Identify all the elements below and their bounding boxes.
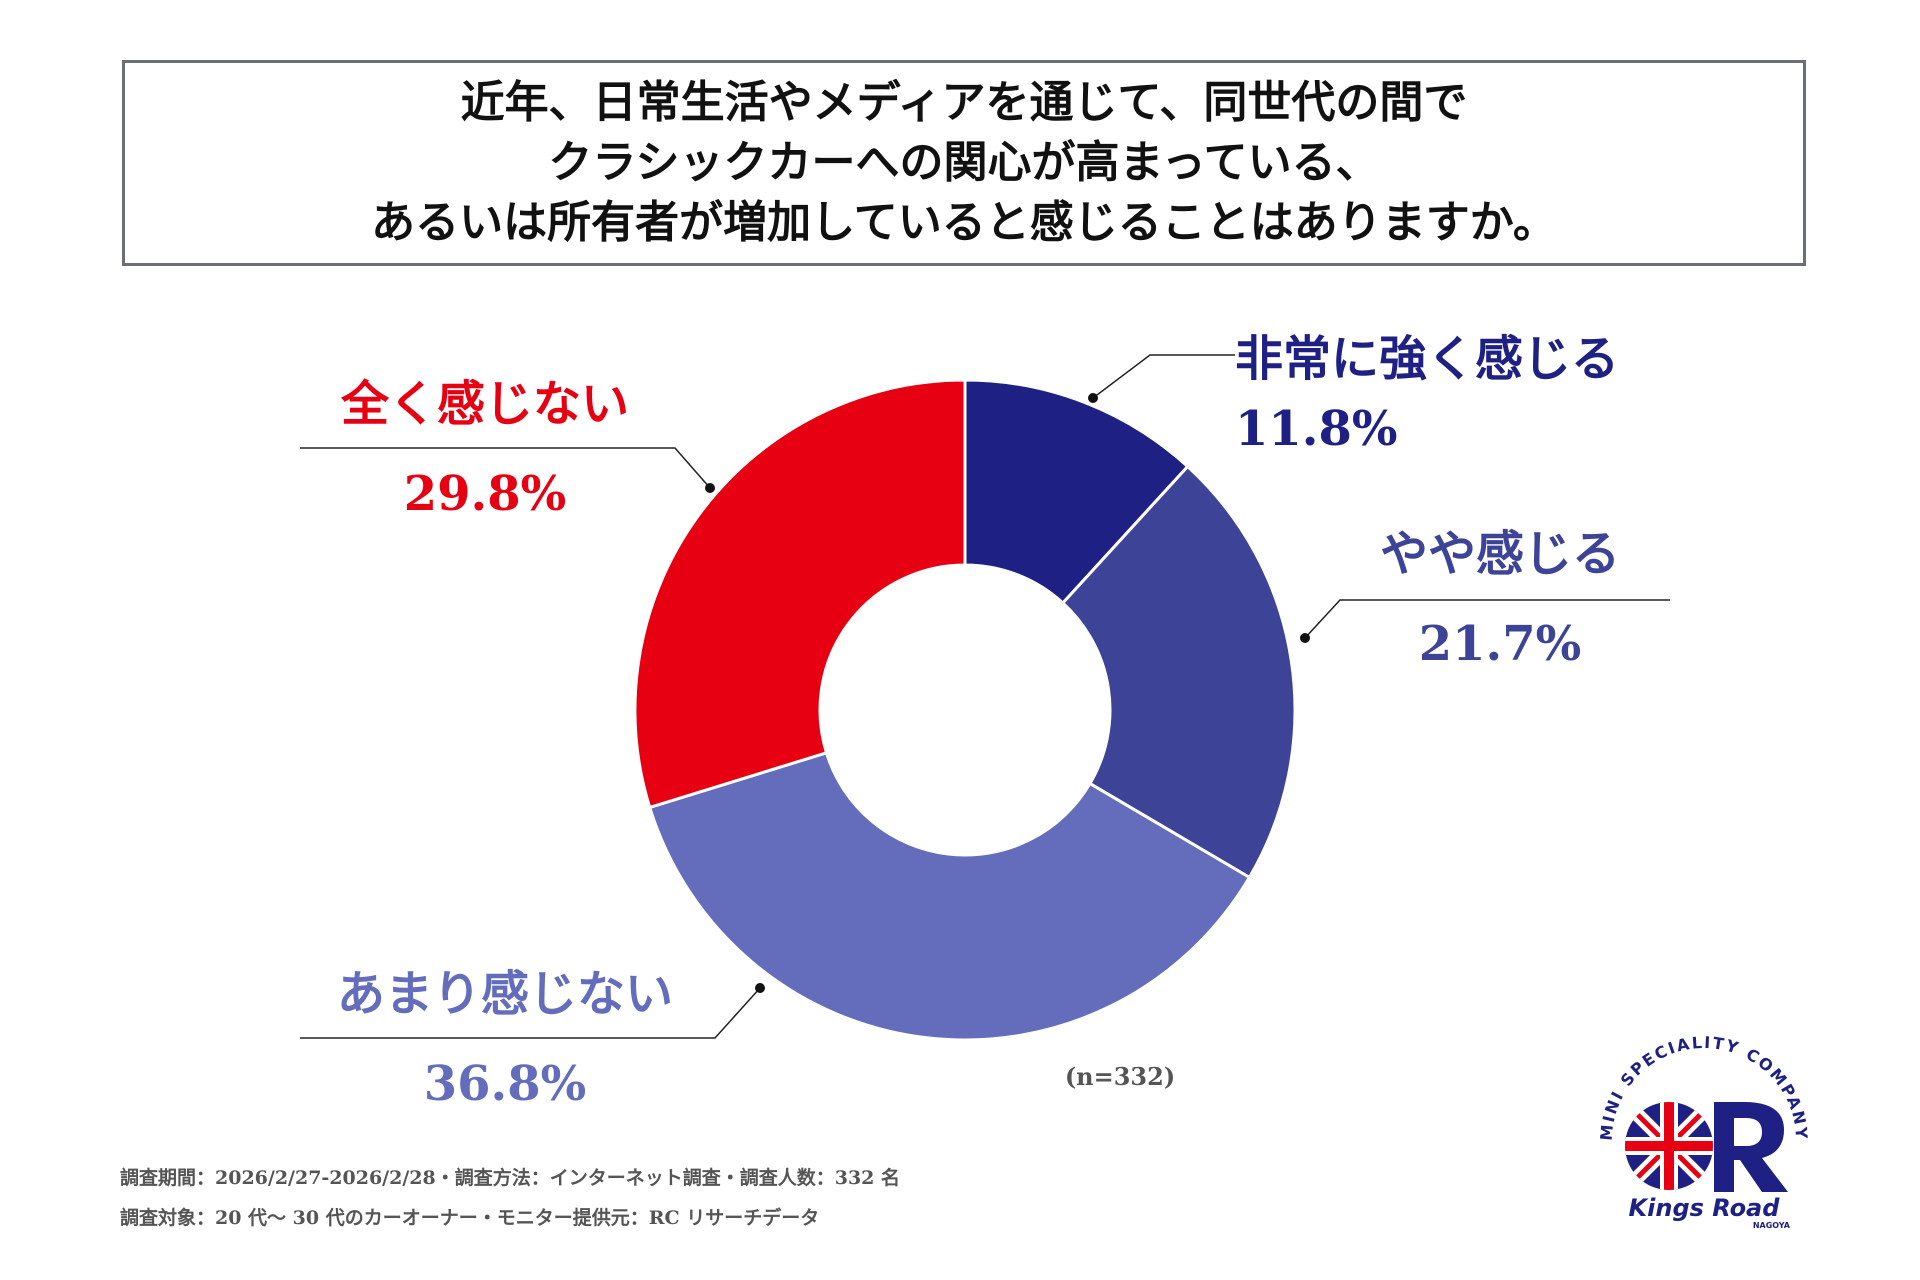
union-jack-icon xyxy=(1625,1102,1713,1190)
leader-very-strongly-feel-dot xyxy=(1088,393,1098,403)
label-very-strongly-feel: 非常に強く感じる xyxy=(1235,331,1619,387)
kings-road-logo: MINI SPECIALITY COMPANY Kings Road NAGOY… xyxy=(1597,1033,1810,1230)
leader-not-at-all-dot xyxy=(705,483,715,493)
footnote-survey-target: 調査対象：20 代〜 30 代のカーオーナー・モニター提供元：RC リサーチデー… xyxy=(120,1207,820,1229)
value-somewhat-feel: 21.7% xyxy=(1419,616,1582,672)
slice-very-strongly-feel xyxy=(963,378,1190,606)
logo-sub: NAGOYA xyxy=(1753,1221,1791,1230)
value-not-really-feel: 36.8% xyxy=(424,1056,587,1112)
footnote-survey-period: 調査期間：2026/2/27-2026/2/28・調査方法：インターネット調査・… xyxy=(120,1167,901,1189)
logo-r-mark xyxy=(1714,1102,1788,1192)
leader-not-at-all xyxy=(300,447,711,489)
label-not-at-all: 全く感じない xyxy=(340,376,629,432)
sample-size: (n=332) xyxy=(1065,1062,1175,1091)
slice-not-at-all xyxy=(633,378,967,810)
leader-not-really-feel xyxy=(300,987,761,1039)
question-title-box: 近年、日常生活やメディアを通じて、同世代の間で クラシックカーへの関心が高まって… xyxy=(122,60,1806,266)
label-somewhat-feel: やや感じる xyxy=(1380,526,1620,582)
value-very-strongly-feel: 11.8% xyxy=(1235,401,1398,457)
leader-very-strongly-feel xyxy=(1092,354,1235,399)
label-not-really-feel: あまり感じない xyxy=(337,966,673,1022)
slice-somewhat-feel xyxy=(1060,464,1297,880)
leader-not-really-feel-dot xyxy=(755,983,765,993)
leader-somewhat-feel xyxy=(1304,599,1670,639)
logo-brand: Kings Road xyxy=(1629,1194,1781,1222)
title-line-1: 近年、日常生活やメディアを通じて、同世代の間で xyxy=(460,77,1468,128)
leader-somewhat-feel-dot xyxy=(1300,633,1310,643)
slice-not-really-feel xyxy=(647,750,1252,1042)
title-line-2: クラシックカーへの関心が高まっている、 xyxy=(548,137,1380,188)
value-not-at-all: 29.8% xyxy=(404,466,567,522)
title-line-3: あるいは所有者が増加していると感じることはありますか。 xyxy=(371,197,1557,248)
